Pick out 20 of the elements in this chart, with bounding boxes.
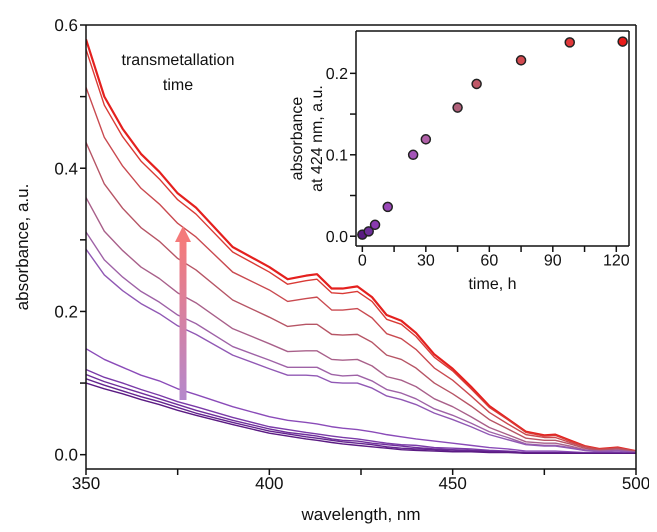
y-axis-title: absorbance, a.u. (13, 184, 32, 310)
y-tick-label: 0.6 (54, 16, 78, 36)
x-axis-title: wavelength, nm (300, 505, 421, 524)
x-tick-label: 450 (438, 474, 467, 494)
y-tick-label: 0.0 (326, 228, 348, 246)
y-tick-label: 0.2 (54, 302, 78, 322)
x-tick-label: 400 (255, 474, 284, 494)
y-tick-label: 0.1 (326, 147, 348, 164)
x-tick-label: 30 (416, 252, 435, 270)
y-tick-label: 0.4 (54, 159, 78, 178)
x-axis-title: time, h (468, 276, 517, 293)
y-axis-title: absorbance at 424 nm, a.u. (289, 85, 326, 192)
y-tick-label: 0.0 (54, 446, 78, 465)
x-tick-label: 120 (602, 252, 630, 270)
x-tick-label: 60 (480, 252, 498, 270)
annotation: transmetallation time (120, 51, 236, 96)
y-tick-label: 0.2 (326, 66, 348, 84)
x-tick-label: 90 (544, 252, 562, 270)
x-tick-label: 0 (358, 252, 367, 270)
x-tick-label: 350 (72, 474, 100, 494)
